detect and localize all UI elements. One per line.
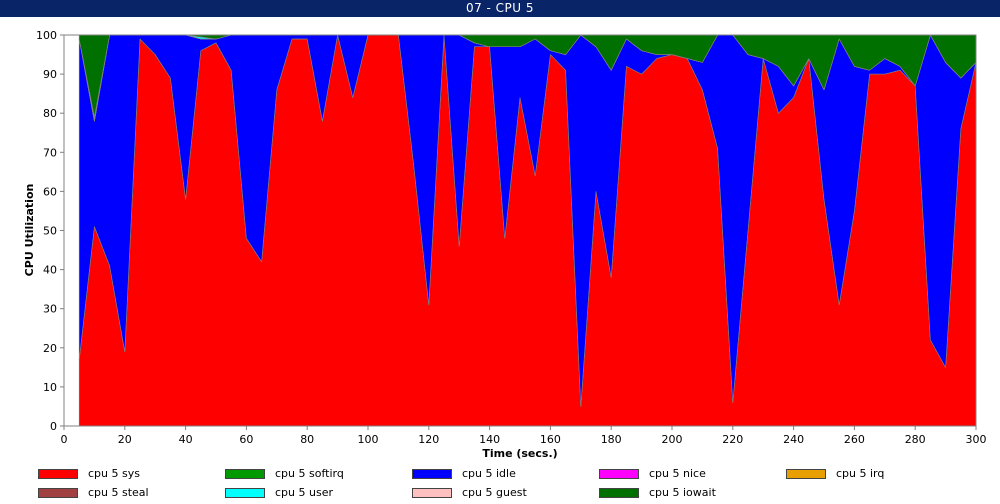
legend-swatch: [225, 488, 265, 498]
y-axis-title: CPU Utilization: [23, 184, 36, 277]
x-axis-title: Time (secs.): [482, 447, 557, 460]
x-tick-label: 20: [118, 433, 132, 446]
legend-swatch: [412, 469, 452, 479]
legend-label: cpu 5 idle: [462, 467, 516, 480]
legend: cpu 5 sys cpu 5 softirq cpu 5 idle cpu 5 ni…: [0, 462, 1000, 504]
x-tick-label: 0: [61, 433, 68, 446]
x-tick-label: 200: [662, 433, 683, 446]
y-tick-label: 0: [50, 420, 57, 433]
legend-swatch: [38, 488, 78, 498]
y-tick-label: 70: [43, 146, 57, 159]
y-tick-label: 10: [43, 381, 57, 394]
x-tick-label: 220: [722, 433, 743, 446]
x-tick-label: 40: [179, 433, 193, 446]
legend-swatch: [38, 469, 78, 479]
legend-label: cpu 5 irq: [836, 467, 885, 480]
legend-label: cpu 5 softirq: [275, 467, 344, 480]
y-tick-label: 60: [43, 185, 57, 198]
legend-swatch: [225, 469, 265, 479]
axes: 0 10 20 30 40 50 60 70 80 90 100 0 20 40 60 80 100 120 140…: [36, 29, 987, 446]
x-tick-label: 280: [905, 433, 926, 446]
x-tick-label: 60: [239, 433, 253, 446]
legend-swatch: [599, 469, 639, 479]
legend-label: cpu 5 sys: [88, 467, 140, 480]
y-tick-label: 40: [43, 264, 57, 277]
y-tick-label: 100: [36, 29, 57, 42]
x-tick-label: 160: [540, 433, 561, 446]
x-tick-label: 120: [418, 433, 439, 446]
legend-label: cpu 5 steal: [88, 486, 149, 499]
x-tick-label: 80: [300, 433, 314, 446]
x-tick-label: 300: [966, 433, 987, 446]
y-tick-label: 20: [43, 342, 57, 355]
legend-label: cpu 5 guest: [462, 486, 527, 499]
x-tick-label: 240: [783, 433, 804, 446]
y-tick-label: 80: [43, 107, 57, 120]
legend-label: cpu 5 user: [275, 486, 333, 499]
y-tick-label: 90: [43, 68, 57, 81]
x-tick-label: 140: [479, 433, 500, 446]
y-tick-label: 30: [43, 303, 57, 316]
legend-label: cpu 5 iowait: [649, 486, 716, 499]
legend-label: cpu 5 nice: [649, 467, 706, 480]
legend-swatch: [599, 488, 639, 498]
y-tick-label: 50: [43, 225, 57, 238]
x-tick-label: 180: [601, 433, 622, 446]
legend-swatch: [412, 488, 452, 498]
legend-swatch: [786, 469, 826, 479]
x-tick-label: 260: [844, 433, 865, 446]
x-tick-label: 100: [358, 433, 379, 446]
window-title: 07 - CPU 5: [0, 0, 1000, 17]
cpu-utilization-chart: 0 10 20 30 40 50 60 70 80 90 100 0 20 40 60 80 100 120 140…: [23, 29, 987, 460]
area-layers: [78, 34, 977, 427]
